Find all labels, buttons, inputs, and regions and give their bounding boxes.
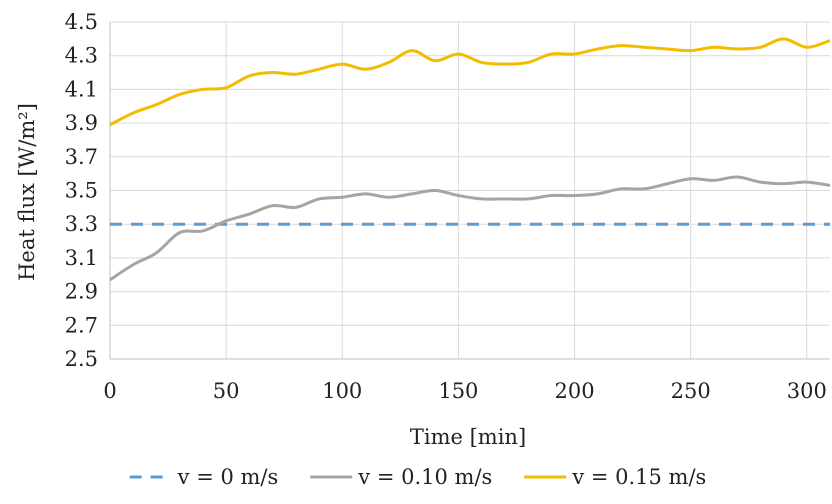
legend-label: v = 0.10 m/s: [357, 465, 492, 489]
x-tick-label: 300: [787, 379, 827, 403]
x-tick-label: 150: [438, 379, 478, 403]
legend-item-1: v = 0 m/s: [129, 465, 279, 489]
y-tick-label: 2.7: [65, 313, 98, 337]
gridlines: [110, 21, 830, 359]
y-tick-label: 3.9: [65, 111, 98, 135]
x-tick-label: 0: [103, 379, 116, 403]
y-axis-title: Heat flux [W/m²]: [15, 103, 39, 281]
y-tick-label: 3.1: [65, 246, 98, 270]
y-tick-label: 3.3: [65, 212, 98, 236]
y-tick-label: 3.7: [65, 145, 98, 169]
y-tick-label: 4.3: [65, 44, 98, 68]
series-lines: [109, 37, 831, 282]
x-tick-label: 50: [213, 379, 240, 403]
y-tick-label: 2.5: [65, 347, 98, 371]
y-tick-label: 4.1: [65, 77, 98, 101]
legend-item-3: v = 0.15 m/s: [524, 465, 706, 489]
x-axis-title: Time [min]: [410, 425, 526, 449]
legend-label: v = 0.15 m/s: [571, 465, 706, 489]
x-tick-label: 250: [671, 379, 711, 403]
legend-label: v = 0 m/s: [177, 465, 279, 489]
y-tick-label: 4.5: [65, 10, 98, 34]
series-line-3: [109, 37, 831, 127]
axes: [109, 22, 830, 360]
tick-labels: 2.5 2.7 2.9 3.1 3.3 3.5 3.7 3.9 4.1 4.3 4.5 0 50 100 1…: [65, 10, 827, 403]
y-tick-label: 2.9: [65, 280, 98, 304]
y-tick-label: 3.5: [65, 179, 98, 203]
legend: v = 0 m/s v = 0.10 m/s v = 0.15 m/s: [129, 465, 706, 489]
legend-item-2: v = 0.10 m/s: [310, 465, 492, 489]
x-tick-label: 100: [322, 379, 362, 403]
series-line-2: [109, 175, 831, 282]
x-tick-label: 200: [554, 379, 594, 403]
